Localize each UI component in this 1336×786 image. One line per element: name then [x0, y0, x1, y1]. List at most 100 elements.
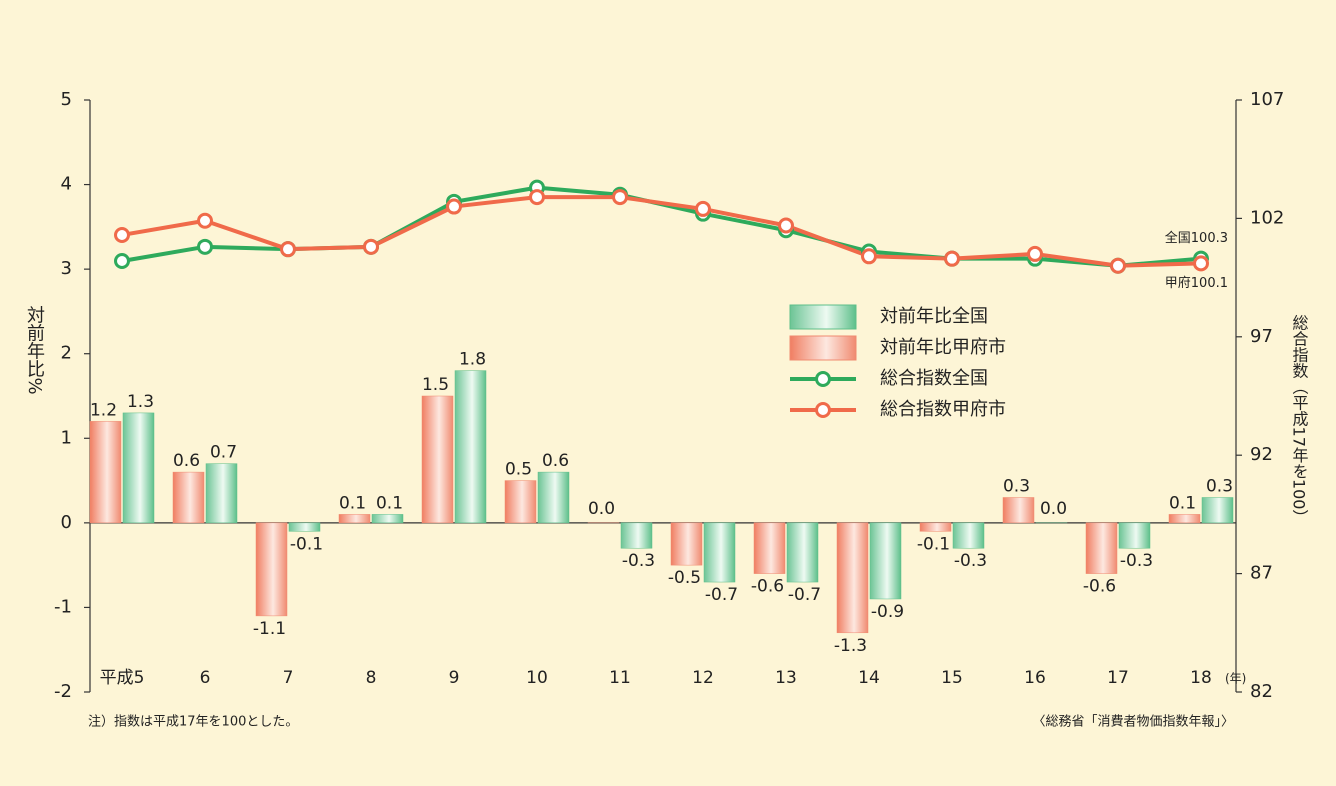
data-label: 1.3 — [127, 392, 154, 412]
data-label: 0.1 — [1169, 493, 1196, 513]
marker — [197, 212, 213, 229]
y-axis-label: 対前年比% — [24, 305, 45, 394]
marker — [446, 198, 462, 215]
line — [121, 195, 1202, 268]
y2-tick-label: 97 — [1250, 326, 1273, 347]
data-label: 0.3 — [1003, 476, 1030, 496]
x-tick-label: 16 — [1024, 668, 1046, 688]
y-tick-label: 2 — [61, 343, 72, 364]
data-label: -0.5 — [668, 568, 701, 588]
bar — [205, 463, 238, 524]
bar — [952, 522, 985, 549]
bar — [786, 522, 819, 583]
marker — [114, 253, 130, 270]
data-label: 1.8 — [459, 350, 486, 370]
bar — [753, 522, 786, 574]
y2-tick-label: 82 — [1250, 681, 1273, 702]
bar — [1002, 497, 1035, 524]
marker — [529, 189, 545, 206]
data-label: -0.1 — [290, 534, 323, 554]
bar — [122, 412, 155, 524]
data-label: 0.1 — [339, 493, 366, 513]
x-tick-label: 6 — [200, 668, 211, 688]
x-tick-label: 平成5 — [100, 668, 145, 688]
bar — [255, 522, 288, 617]
x-tick-label: 12 — [692, 668, 714, 688]
x-tick-label: 13 — [775, 668, 797, 688]
x-tick-label: 11 — [609, 668, 631, 688]
bar — [620, 522, 653, 549]
data-label: 0.6 — [542, 451, 569, 471]
data-label: 0.0 — [1040, 499, 1067, 519]
bar — [703, 522, 736, 583]
data-label: 0.0 — [588, 499, 615, 519]
x-unit-label: (年) — [1225, 672, 1246, 686]
marker — [612, 189, 628, 206]
x-tick-label: 17 — [1107, 668, 1129, 688]
legend-swatch — [789, 304, 857, 330]
x-tick-label: 7 — [283, 668, 294, 688]
y-tick-label: -1 — [54, 596, 72, 617]
marker — [695, 200, 711, 217]
bar — [869, 522, 902, 600]
marker — [1027, 245, 1043, 262]
marker — [197, 238, 213, 255]
bar — [1118, 522, 1151, 549]
y2-tick-label: 92 — [1250, 444, 1273, 465]
x-tick-label: 10 — [526, 668, 548, 688]
bar — [537, 471, 570, 524]
y-tick-label: 1 — [61, 427, 72, 448]
bar — [504, 480, 537, 524]
data-label: 0.5 — [505, 460, 532, 480]
bar — [670, 522, 703, 566]
data-label: -0.6 — [751, 577, 784, 597]
y-tick-label: -2 — [54, 681, 72, 702]
data-label: -0.7 — [788, 585, 821, 605]
y-tick-label: 5 — [61, 89, 72, 110]
data-label: 1.2 — [90, 400, 117, 420]
bar — [919, 522, 952, 532]
x-tick-label: 8 — [366, 668, 377, 688]
x-tick-label: 9 — [449, 668, 460, 688]
legend-marker — [815, 402, 831, 418]
bar — [288, 522, 321, 532]
y-tick-label: 0 — [61, 512, 72, 533]
marker — [861, 248, 877, 265]
x-tick-label: 14 — [858, 668, 880, 688]
bar — [1201, 497, 1234, 524]
data-label: -0.3 — [622, 551, 655, 571]
y2-tick-label: 87 — [1250, 563, 1273, 584]
bar — [338, 514, 371, 524]
annotation: 甲府100.1 — [1165, 276, 1228, 291]
x-tick-label: 15 — [941, 668, 963, 688]
y2-tick-label: 107 — [1250, 89, 1284, 110]
marker — [1110, 257, 1126, 274]
legend-label: 総合指数全国 — [880, 368, 988, 389]
legend-label: 対前年比甲府市 — [880, 337, 1006, 358]
data-label: -0.9 — [871, 602, 904, 622]
bar — [1085, 522, 1118, 574]
bar — [421, 395, 454, 524]
bar — [89, 421, 122, 524]
source: 〈総務省「消費者物価指数年報」〉 — [1032, 715, 1234, 730]
annotation: 全国100.3 — [1165, 230, 1228, 246]
y2-tick-label: 102 — [1250, 207, 1284, 228]
data-label: 0.6 — [173, 451, 200, 471]
marker — [1193, 255, 1209, 272]
y-tick-label: 3 — [61, 258, 72, 279]
legend-label: 総合指数甲府市 — [880, 399, 1006, 420]
data-label: 0.3 — [1206, 476, 1233, 496]
marker — [778, 217, 794, 234]
data-label: -0.3 — [954, 551, 987, 571]
marker — [944, 250, 960, 267]
marker — [280, 241, 296, 258]
legend-swatch — [789, 335, 857, 361]
legend-marker — [815, 371, 831, 387]
bar — [371, 514, 404, 524]
data-label: 1.5 — [422, 375, 449, 395]
legend-label: 対前年比全国 — [880, 306, 988, 327]
marker — [114, 226, 130, 243]
bar — [1168, 514, 1201, 524]
